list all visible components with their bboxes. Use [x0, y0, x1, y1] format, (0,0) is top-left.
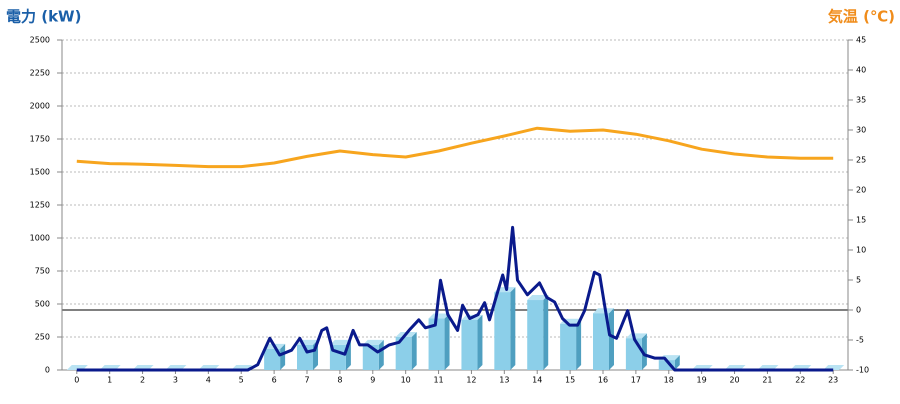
y2-tick-label: -5 — [856, 336, 864, 345]
x-tick-label: 8 — [337, 376, 342, 385]
y-tick-label: 2500 — [30, 36, 50, 45]
x-tick-label: 2 — [140, 376, 145, 385]
x-tick-label: 13 — [499, 376, 509, 385]
y-tick-label: 500 — [35, 300, 50, 309]
y2-tick-label: 30 — [856, 126, 866, 135]
bar-side — [608, 308, 614, 370]
bar-side — [444, 313, 450, 370]
x-tick-label: 18 — [664, 376, 674, 385]
bar-top — [625, 333, 647, 339]
bar-side — [576, 318, 582, 370]
y-axis-title: 電力 (kW) — [6, 8, 81, 26]
bar — [658, 360, 675, 370]
x-tick-label: 19 — [697, 376, 707, 385]
x-tick-label: 12 — [466, 376, 476, 385]
y2-tick-label: -10 — [856, 366, 869, 375]
bar-side — [543, 295, 549, 370]
x-tick-label: 4 — [206, 376, 211, 385]
bar-top — [329, 339, 351, 345]
x-tick-label: 6 — [272, 376, 277, 385]
y2-tick-label: 45 — [856, 36, 866, 45]
x-tick-label: 3 — [173, 376, 178, 385]
y2-tick-label: 20 — [856, 186, 866, 195]
y-tick-label: 1000 — [30, 234, 50, 243]
bar-top — [428, 313, 450, 319]
bar — [395, 337, 412, 370]
bar-top — [527, 295, 549, 301]
y2-tick-label: 25 — [856, 156, 866, 165]
x-tick-label: 5 — [239, 376, 244, 385]
bar-side — [378, 339, 384, 370]
y-tick-label: 1500 — [30, 168, 50, 177]
x-tick-label: 15 — [565, 376, 575, 385]
x-tick-label: 9 — [370, 376, 375, 385]
line — [76, 126, 834, 169]
x-tick-label: 16 — [598, 376, 608, 385]
bar-side — [411, 332, 417, 370]
bar — [560, 323, 577, 370]
bar — [264, 348, 281, 370]
y-tick-label: 1750 — [30, 135, 50, 144]
y-tick-label: 2250 — [30, 69, 50, 78]
line — [76, 225, 834, 372]
x-tick-label: 1 — [107, 376, 112, 385]
bar — [527, 300, 544, 370]
y-tick-label: 0 — [45, 366, 50, 375]
y-tick-label: 1250 — [30, 201, 50, 210]
bar-side — [280, 343, 286, 370]
x-tick-label: 22 — [795, 376, 805, 385]
bar — [592, 313, 609, 370]
y-tick-label: 2000 — [30, 102, 50, 111]
bar-side — [674, 355, 680, 370]
bar — [494, 292, 511, 370]
y2-tick-label: 5 — [856, 276, 861, 285]
bar — [428, 318, 445, 370]
x-tick-label: 20 — [729, 376, 739, 385]
bar-top — [592, 308, 614, 314]
x-tick-label: 23 — [828, 376, 838, 385]
bar — [461, 319, 478, 370]
x-tick-label: 7 — [304, 376, 309, 385]
bar-side — [510, 287, 516, 370]
x-tick-label: 14 — [532, 376, 542, 385]
y2-tick-label: 40 — [856, 66, 866, 75]
x-tick-label: 11 — [433, 376, 443, 385]
y2-tick-label: 0 — [856, 306, 861, 315]
y2-tick-label: 15 — [856, 216, 866, 225]
bar-side — [641, 333, 647, 370]
y-tick-label: 750 — [35, 267, 50, 276]
y2-tick-label: 10 — [856, 246, 866, 255]
x-tick-label: 10 — [401, 376, 411, 385]
y2-tick-label: 35 — [856, 96, 866, 105]
y-tick-label: 250 — [35, 333, 50, 342]
bar-side — [477, 314, 483, 370]
x-tick-label: 21 — [762, 376, 772, 385]
y2-axis-title: 気温 (℃) — [828, 8, 895, 26]
x-tick-label: 17 — [631, 376, 641, 385]
bar — [625, 338, 642, 370]
x-tick-label: 0 — [74, 376, 79, 385]
